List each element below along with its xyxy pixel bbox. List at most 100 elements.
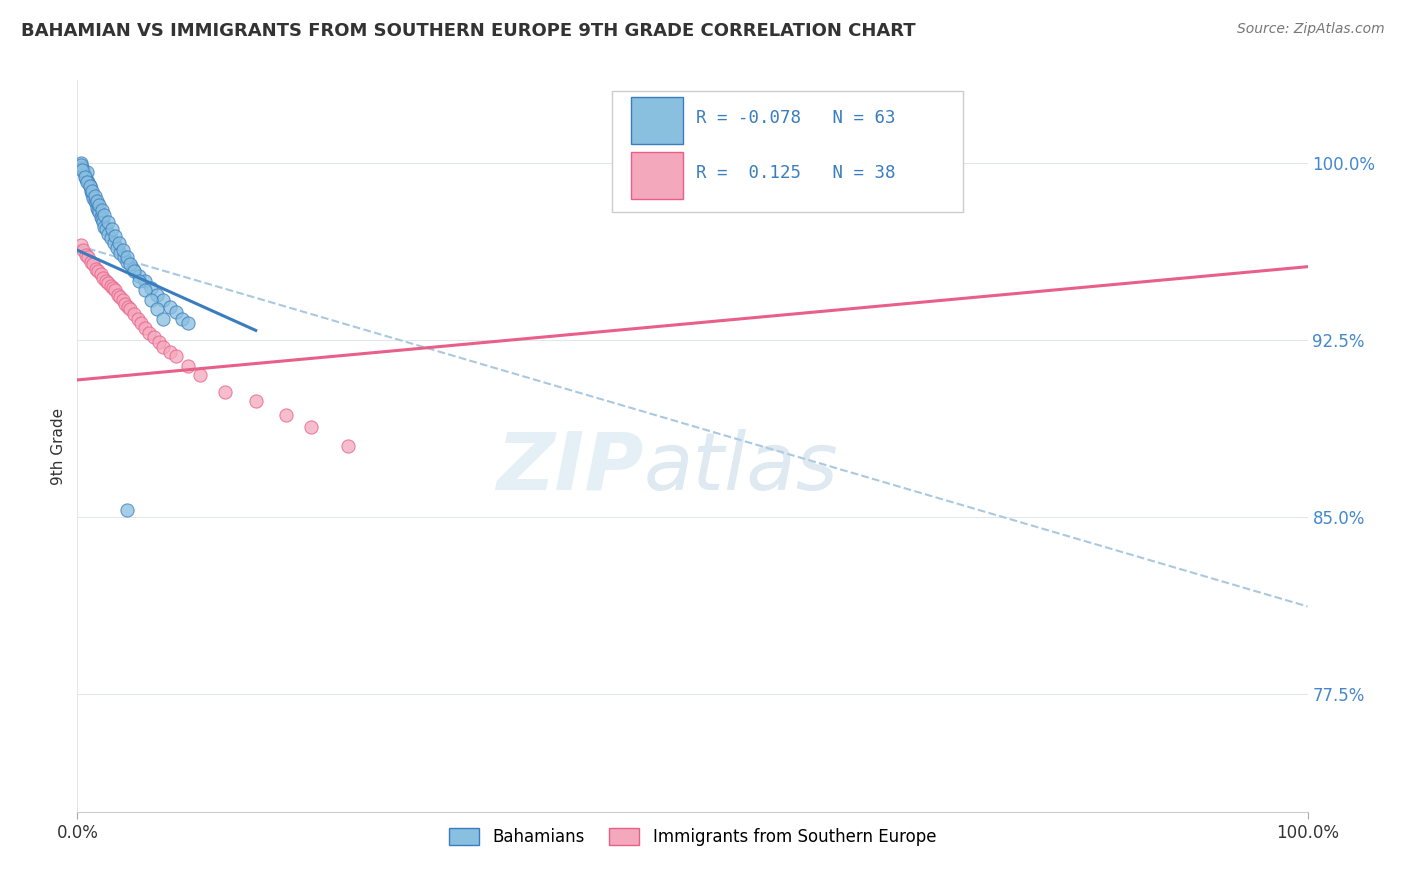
- Point: [84, 262, 107, 277]
- Point: [73, 169, 96, 184]
- Point: [72, 243, 94, 257]
- Point: [129, 316, 153, 330]
- Point: [94, 274, 117, 288]
- Point: [73, 168, 96, 182]
- Point: [80, 255, 103, 269]
- Point: [89, 205, 111, 219]
- Point: [115, 255, 138, 269]
- Point: [79, 179, 101, 194]
- Point: [83, 189, 105, 203]
- Point: [152, 311, 174, 326]
- Point: [165, 349, 187, 363]
- Point: [122, 264, 145, 278]
- Legend: Bahamians, Immigrants from Southern Europe: Bahamians, Immigrants from Southern Euro…: [440, 820, 945, 855]
- Point: [77, 175, 100, 189]
- Point: [97, 215, 120, 229]
- Point: [80, 184, 103, 198]
- Point: [100, 278, 122, 293]
- Point: [112, 250, 135, 264]
- Point: [103, 236, 125, 251]
- Point: [146, 288, 169, 302]
- Point: [110, 290, 132, 304]
- FancyBboxPatch shape: [631, 96, 683, 145]
- Point: [75, 248, 97, 262]
- Point: [84, 196, 107, 211]
- Point: [70, 158, 93, 172]
- Point: [152, 293, 174, 307]
- Point: [87, 264, 110, 278]
- Point: [141, 281, 163, 295]
- Point: [165, 304, 187, 318]
- Point: [120, 302, 142, 317]
- Point: [76, 175, 98, 189]
- Text: Source: ZipAtlas.com: Source: ZipAtlas.com: [1237, 22, 1385, 37]
- Point: [111, 243, 134, 257]
- Point: [122, 307, 145, 321]
- Point: [93, 219, 115, 234]
- Point: [70, 156, 93, 170]
- Point: [276, 409, 298, 423]
- FancyBboxPatch shape: [613, 91, 963, 212]
- Point: [82, 257, 104, 271]
- Point: [87, 202, 110, 217]
- Point: [115, 502, 138, 516]
- Point: [101, 281, 124, 295]
- Point: [299, 420, 322, 434]
- Point: [337, 439, 360, 453]
- Point: [90, 210, 112, 224]
- Point: [121, 262, 143, 277]
- Point: [152, 340, 174, 354]
- FancyBboxPatch shape: [631, 152, 683, 199]
- Point: [70, 163, 93, 178]
- Point: [91, 215, 114, 229]
- Point: [82, 186, 104, 201]
- Point: [108, 236, 131, 251]
- Point: [141, 293, 163, 307]
- Text: R = -0.078   N = 63: R = -0.078 N = 63: [696, 109, 896, 128]
- Point: [90, 212, 114, 227]
- Text: atlas: atlas: [644, 429, 838, 507]
- Point: [97, 276, 120, 290]
- Point: [177, 316, 200, 330]
- Point: [159, 300, 181, 314]
- Point: [77, 250, 100, 264]
- Point: [82, 191, 104, 205]
- Point: [159, 344, 181, 359]
- Point: [79, 179, 101, 194]
- Point: [76, 165, 98, 179]
- Point: [142, 330, 165, 344]
- Point: [110, 245, 132, 260]
- Point: [104, 283, 127, 297]
- Point: [107, 288, 129, 302]
- Point: [128, 269, 150, 284]
- Point: [104, 229, 127, 244]
- Point: [146, 302, 169, 317]
- Point: [188, 368, 212, 383]
- Point: [134, 283, 156, 297]
- Text: BAHAMIAN VS IMMIGRANTS FROM SOUTHERN EUROPE 9TH GRADE CORRELATION CHART: BAHAMIAN VS IMMIGRANTS FROM SOUTHERN EUR…: [21, 22, 915, 40]
- Point: [120, 257, 142, 271]
- Point: [105, 241, 128, 255]
- Point: [148, 335, 170, 350]
- Point: [134, 321, 156, 335]
- Point: [94, 222, 117, 236]
- Point: [86, 194, 108, 208]
- Point: [91, 271, 114, 285]
- Point: [70, 238, 93, 252]
- Point: [177, 359, 200, 373]
- Text: ZIP: ZIP: [496, 429, 644, 507]
- Point: [170, 311, 193, 326]
- Point: [115, 250, 138, 264]
- Point: [245, 394, 267, 409]
- Point: [100, 231, 122, 245]
- Point: [128, 274, 150, 288]
- Point: [127, 311, 149, 326]
- Point: [90, 202, 114, 217]
- Point: [86, 201, 108, 215]
- Point: [111, 293, 134, 307]
- Point: [90, 267, 112, 281]
- Text: R =  0.125   N = 38: R = 0.125 N = 38: [696, 164, 896, 182]
- Point: [134, 274, 156, 288]
- Point: [101, 222, 124, 236]
- Point: [138, 326, 160, 340]
